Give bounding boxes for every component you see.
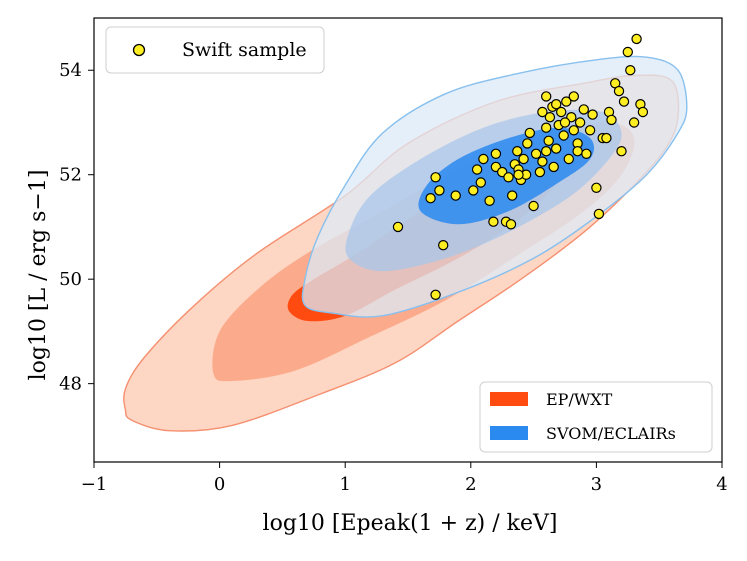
x-tick-label: 3 [591,474,602,495]
scatter-point [505,219,517,230]
scatter-point [518,153,529,165]
scatter-point [606,114,617,126]
scatter-point [548,161,559,173]
scatter-point [556,106,567,118]
scatter-point [528,200,539,212]
scatter-point [578,104,590,115]
scatter-point [425,192,436,204]
x-tick-label: 2 [465,474,476,495]
legend-scatter-label: Swift sample [182,39,307,61]
scatter-point [568,125,580,136]
scatter-point [587,109,598,120]
scatter-point [537,106,548,118]
scatter-point [618,96,630,107]
scatter-point [530,148,542,159]
scatter-point [637,106,649,118]
y-tick-label: 48 [59,374,82,395]
scatter-point [541,122,552,133]
legend-scatter: Swift sample [105,26,325,74]
x-tick-label: 4 [716,474,727,495]
x-axis-label: log10 [Epeak(1 + z) / keV] [263,511,558,536]
scatter-point [601,132,612,144]
scatter-point [628,117,640,128]
scatter-point [490,148,502,159]
y-axis-label: log10 [L / erg s−1] [26,170,51,381]
scatter-point [512,145,523,157]
y-tick-label: 54 [59,60,82,81]
scatter-point [524,127,536,139]
scatter-point [450,190,461,201]
legend-scatter-marker [132,43,146,57]
scatter-point [551,143,562,154]
scatter-point [537,156,548,167]
legend-regions: EP/WXT SVOM/ECLAIRs [479,381,713,453]
scatter-point [631,33,642,45]
y-axis-label-text: log10 [L / erg s−1] [26,170,51,381]
x-axis-ticks: −1 0 1 2 3 4 [81,462,728,495]
x-axis-label-text: log10 [Epeak(1 + z) / keV] [263,511,558,536]
scatter-point [471,164,483,175]
y-tick-label: 52 [59,165,82,186]
scatter-point [551,98,562,110]
scatter-point [475,177,486,188]
scatter-point [574,117,586,128]
legend-swatch-ep-wxt [490,392,528,406]
legend-label-svom-eclairs: SVOM/ECLAIRs [546,424,676,443]
scatter-point [522,138,533,149]
scatter-point [561,96,572,107]
scatter-point [484,195,495,206]
legend-label-ep-wxt: EP/WXT [546,390,613,409]
scatter-point [534,166,546,178]
scatter-point [503,172,514,183]
x-tick-label: 1 [339,474,350,495]
scatter-point [572,145,583,157]
scatter-point [544,111,556,123]
scatter-point [392,221,404,233]
scatter-point [438,239,449,251]
scatter-point [568,91,580,102]
scatter-point [513,169,524,180]
scatter-point [581,148,592,159]
scatter-point [563,153,575,165]
scatter-point [543,135,554,146]
scatter-point [584,125,596,136]
x-tick-label: −1 [81,474,108,495]
legend-swatch-svom-eclairs [490,426,528,440]
legend-scatter-frame [105,26,325,74]
scatter-point [616,145,627,157]
scatter-point [613,85,625,97]
y-axis-ticks: 48 50 52 54 [59,60,94,395]
scatter-point [541,91,552,102]
scatter-point [488,216,499,227]
scatter-point [622,46,634,58]
scatter-point [478,153,489,165]
scatter-point [593,208,605,220]
scatter-point [430,289,441,300]
plot-frame [93,17,723,463]
scatter-point [430,172,441,183]
scatter-point [558,130,569,141]
scatter-point [625,64,636,76]
scatter-point [591,182,602,193]
scatter-point [507,190,518,201]
legend-regions-frame [479,381,713,453]
swift-sample-points [392,33,649,300]
x-tick-label: 0 [214,474,225,495]
y-tick-label: 50 [59,269,82,290]
scatter-point [559,117,571,128]
scatter-point [434,185,445,196]
scatter-point [541,145,552,157]
scatter-point [468,185,479,196]
